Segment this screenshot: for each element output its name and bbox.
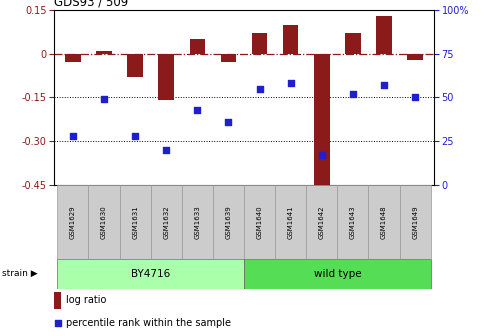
Bar — [314, 54, 330, 191]
Bar — [182, 185, 213, 259]
Text: GSM1633: GSM1633 — [194, 205, 200, 239]
Bar — [368, 185, 400, 259]
Text: GSM1643: GSM1643 — [350, 205, 356, 239]
Text: wild type: wild type — [314, 269, 361, 279]
Bar — [190, 39, 205, 54]
Point — [380, 83, 388, 88]
Bar — [221, 54, 236, 62]
Bar — [57, 259, 244, 289]
Bar — [151, 185, 182, 259]
Text: GDS93 / 509: GDS93 / 509 — [54, 0, 129, 9]
Bar — [400, 185, 431, 259]
Bar — [407, 54, 423, 59]
Point — [131, 133, 139, 138]
Text: BY4716: BY4716 — [131, 269, 170, 279]
Point — [100, 96, 108, 102]
Point — [411, 95, 419, 100]
Bar — [244, 185, 275, 259]
Bar — [337, 185, 368, 259]
Bar — [54, 292, 61, 308]
Bar — [120, 185, 151, 259]
Text: GSM1629: GSM1629 — [70, 205, 76, 239]
Text: GSM1648: GSM1648 — [381, 205, 387, 239]
Point — [224, 119, 232, 125]
Point — [318, 153, 326, 158]
Point — [54, 320, 62, 326]
Bar — [96, 51, 112, 54]
Text: GSM1641: GSM1641 — [288, 205, 294, 239]
Point — [349, 91, 357, 97]
Point — [69, 133, 77, 138]
Bar — [213, 185, 244, 259]
Bar — [158, 54, 174, 100]
Text: GSM1640: GSM1640 — [256, 205, 263, 239]
Bar — [127, 54, 143, 77]
Text: GSM1642: GSM1642 — [319, 205, 325, 239]
Bar — [65, 54, 81, 62]
Bar — [376, 16, 392, 54]
Point — [193, 107, 201, 112]
Point — [256, 86, 264, 91]
Bar — [244, 259, 431, 289]
Bar — [88, 185, 120, 259]
Bar — [283, 25, 298, 54]
Bar — [57, 185, 88, 259]
Text: GSM1639: GSM1639 — [225, 205, 232, 239]
Bar — [306, 185, 337, 259]
Text: GSM1630: GSM1630 — [101, 205, 107, 239]
Text: GSM1632: GSM1632 — [163, 205, 169, 239]
Bar — [345, 33, 361, 54]
Text: GSM1649: GSM1649 — [412, 205, 418, 239]
Bar — [275, 185, 306, 259]
Point — [287, 81, 295, 86]
Text: strain ▶: strain ▶ — [2, 269, 38, 278]
Point — [162, 147, 170, 153]
Text: log ratio: log ratio — [67, 295, 107, 305]
Bar — [252, 33, 267, 54]
Text: percentile rank within the sample: percentile rank within the sample — [67, 318, 231, 328]
Text: GSM1631: GSM1631 — [132, 205, 138, 239]
